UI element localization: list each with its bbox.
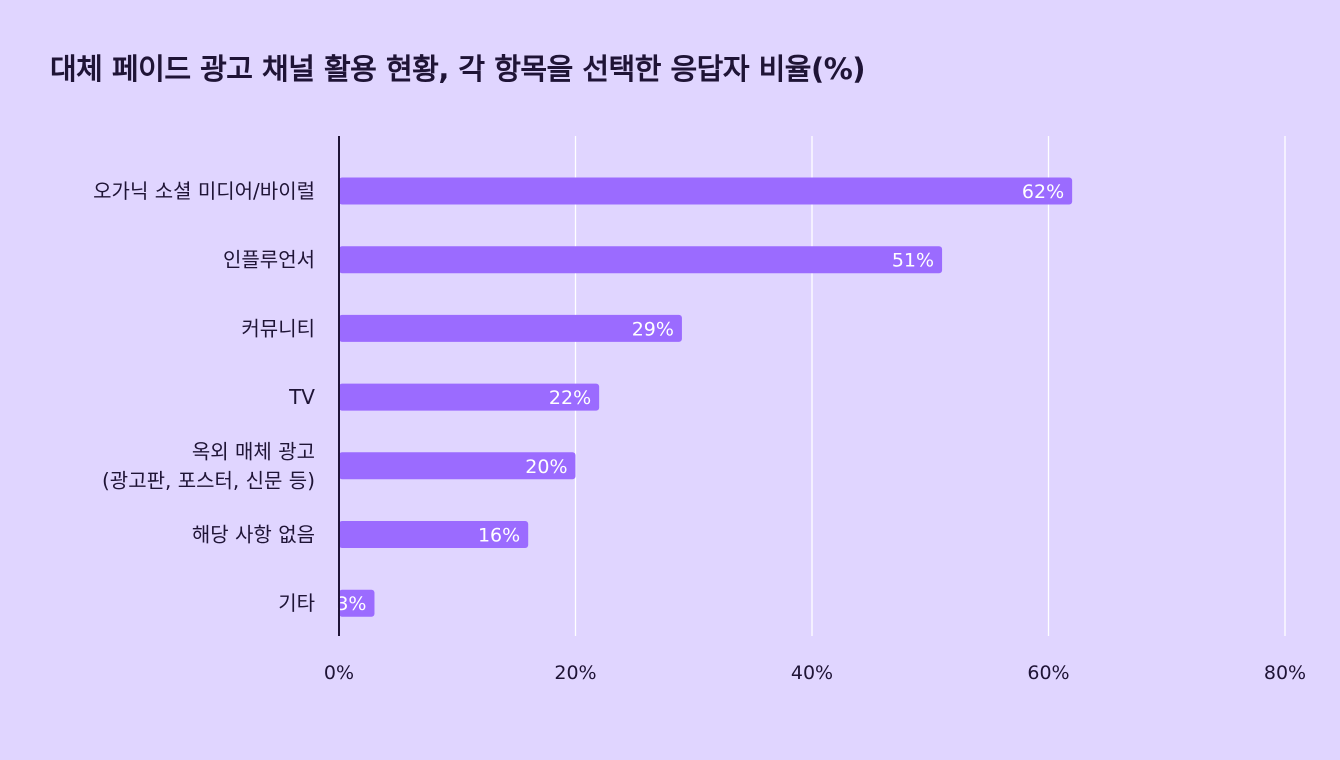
x-tick-label: 60% <box>1027 662 1069 684</box>
bar <box>339 246 943 274</box>
bar <box>339 177 1073 205</box>
category-label: 커뮤니티 <box>241 316 315 340</box>
category-label: (광고판, 포스터, 신문 등) <box>102 468 315 492</box>
chart-title: 대체 페이드 광고 채널 활용 현황, 각 항목을 선택한 응답자 비율(%) <box>50 52 866 86</box>
x-tick-label: 80% <box>1264 662 1306 684</box>
bar <box>339 589 375 617</box>
category-label: 오가닉 소셜 미디어/바이럴 <box>93 179 315 203</box>
bar-value-label: 20% <box>525 456 567 478</box>
x-tick-label: 20% <box>554 662 596 684</box>
x-tick-label: 40% <box>791 662 833 684</box>
bar-value-label: 51% <box>892 250 934 272</box>
category-label: 옥외 매체 광고 <box>192 439 315 463</box>
x-tick-label: 0% <box>324 662 354 684</box>
category-label: 해당 사항 없음 <box>192 523 315 547</box>
bar <box>339 314 682 342</box>
bar <box>339 383 600 411</box>
category-label: 인플루언서 <box>223 248 315 272</box>
bar-value-label: 22% <box>549 387 591 409</box>
bar-value-label: 62% <box>1022 181 1064 203</box>
bar <box>339 452 576 480</box>
category-label: 기타 <box>278 591 315 615</box>
bar-value-label: 29% <box>632 318 674 340</box>
category-label: TV <box>288 385 315 409</box>
bar-value-label: 3% <box>336 593 366 615</box>
bar <box>339 521 529 548</box>
bar-value-label: 16% <box>478 525 520 547</box>
